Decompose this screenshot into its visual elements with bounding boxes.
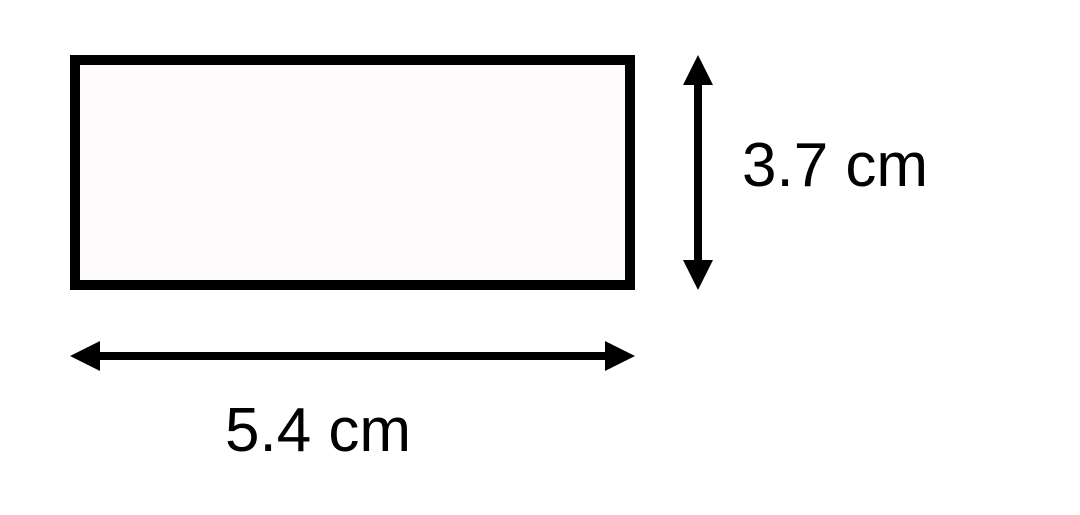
height-dimension-arrow <box>673 45 723 300</box>
height-dimension-label: 3.7 cm <box>742 130 928 201</box>
diagram-canvas: 5.4 cm 3.7 cm <box>0 0 1080 515</box>
width-dimension-label: 5.4 cm <box>225 395 411 466</box>
width-dimension-arrow <box>60 331 645 381</box>
rectangle-shape <box>70 55 635 290</box>
